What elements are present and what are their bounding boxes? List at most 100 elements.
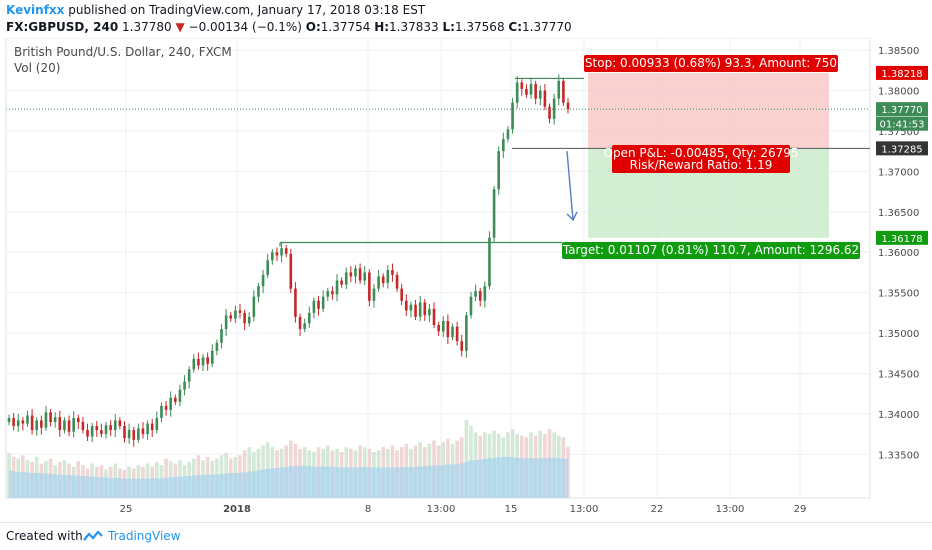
candle-body bbox=[49, 412, 52, 423]
y-tick-label: 1.37500 bbox=[878, 127, 919, 138]
candle-body bbox=[243, 312, 246, 324]
candle-body bbox=[414, 304, 417, 317]
candle-body bbox=[492, 189, 496, 238]
candle-body bbox=[40, 420, 43, 428]
candle-body bbox=[469, 296, 473, 316]
target-label-box bbox=[562, 242, 860, 259]
candle-body bbox=[220, 329, 223, 343]
volume-indicator-label: Vol (20) bbox=[14, 61, 60, 75]
candle-body bbox=[428, 308, 431, 316]
candle-body bbox=[67, 420, 71, 432]
open-label: O: bbox=[305, 20, 321, 34]
candle-body bbox=[174, 397, 177, 402]
chart-header: Kevinfxx published on TradingView.com, J… bbox=[0, 0, 932, 38]
level-lines bbox=[6, 77, 870, 247]
candle-body bbox=[478, 291, 482, 301]
candle-body bbox=[446, 320, 450, 338]
candle-body bbox=[72, 417, 75, 432]
candle-body bbox=[543, 90, 547, 107]
candle-body bbox=[192, 358, 196, 370]
candle-body bbox=[372, 288, 376, 301]
candle-body bbox=[132, 430, 136, 440]
y-tick-label: 1.36000 bbox=[878, 248, 919, 259]
candle-body bbox=[298, 316, 302, 330]
candle-body bbox=[100, 430, 103, 435]
last-price: 1.37780 bbox=[122, 20, 172, 34]
candle-body bbox=[271, 252, 274, 261]
price-chart[interactable]: Stop: 0.00933 (0.68%) 93.3, Amount: 750 O… bbox=[0, 38, 932, 522]
candle-body bbox=[109, 425, 112, 431]
candle-body bbox=[21, 420, 25, 424]
author-link[interactable]: Kevinfxx bbox=[6, 3, 65, 17]
candle-body bbox=[90, 426, 94, 437]
candle-body bbox=[534, 84, 537, 99]
candle-body bbox=[354, 268, 357, 277]
candle-body bbox=[123, 426, 126, 439]
y-tick-label: 1.35000 bbox=[878, 329, 919, 340]
candle-body bbox=[215, 342, 219, 351]
volume-moving-average bbox=[9, 456, 568, 498]
candle-body bbox=[548, 106, 551, 119]
candle-body bbox=[335, 280, 339, 295]
candle-body bbox=[76, 417, 80, 423]
stop-label-text: Stop: 0.00933 (0.68%) 93.3, Amount: 750 bbox=[585, 56, 837, 70]
candle-body bbox=[95, 426, 99, 431]
candle-body bbox=[331, 291, 334, 295]
y-tick-label: 1.36500 bbox=[878, 208, 919, 219]
x-tick-label: 29 bbox=[794, 504, 807, 515]
y-tick-label: 1.34000 bbox=[878, 410, 919, 421]
price-badge-text: 1.36178 bbox=[881, 234, 922, 245]
candle-body bbox=[150, 423, 154, 431]
candle-body bbox=[511, 102, 514, 130]
x-tick-label: 13:00 bbox=[427, 504, 456, 515]
forecast-arrow-shaft bbox=[566, 151, 574, 220]
y-tick-label: 1.34500 bbox=[878, 370, 919, 381]
candle-body bbox=[160, 405, 163, 418]
candle-body bbox=[326, 291, 330, 297]
candle-body bbox=[44, 412, 48, 428]
candle-body bbox=[294, 288, 297, 317]
candle-body bbox=[206, 357, 209, 364]
candle-body bbox=[418, 302, 422, 317]
candle-body bbox=[26, 415, 29, 424]
volume-bar bbox=[464, 420, 469, 498]
candle-body bbox=[441, 320, 445, 332]
candle-body bbox=[16, 420, 20, 427]
candle-body bbox=[247, 316, 251, 324]
publish-line: Kevinfxx published on TradingView.com, J… bbox=[6, 3, 425, 17]
candle-body bbox=[266, 260, 270, 275]
candle-body bbox=[63, 420, 66, 431]
candle-body bbox=[502, 139, 505, 152]
candle-body bbox=[386, 270, 390, 283]
footer: Created with TradingView bbox=[0, 522, 932, 550]
x-tick-label: 13:00 bbox=[716, 504, 745, 515]
candle-body bbox=[368, 272, 371, 301]
x-tick-label: 15 bbox=[505, 504, 518, 515]
candle-body bbox=[30, 415, 34, 431]
price-badge-stop bbox=[876, 65, 928, 80]
candle-body bbox=[141, 428, 145, 435]
close-label: C: bbox=[508, 20, 523, 34]
candle-body bbox=[113, 420, 117, 431]
candle-body bbox=[340, 280, 343, 285]
change-down-icon: ▼ bbox=[175, 20, 185, 34]
candle-body bbox=[127, 430, 131, 439]
publish-text: published on TradingView.com, January 17… bbox=[68, 3, 426, 17]
candle-body bbox=[529, 84, 533, 95]
low-value: 1.37568 bbox=[454, 20, 505, 34]
stop-zone bbox=[588, 72, 829, 149]
symbol-label: FX:GBPUSD, 240 bbox=[6, 20, 119, 34]
y-tick-label: 1.37000 bbox=[878, 167, 919, 178]
price-badge-target bbox=[876, 230, 928, 245]
candle-body bbox=[460, 341, 464, 351]
candle-body bbox=[280, 248, 283, 256]
candle-body bbox=[7, 417, 11, 423]
candle-body bbox=[229, 315, 233, 319]
candle-body bbox=[224, 315, 228, 330]
x-tick-label: 22 bbox=[651, 504, 664, 515]
candle-body bbox=[197, 358, 200, 366]
position-labels: Stop: 0.00933 (0.68%) 93.3, Amount: 750 O… bbox=[562, 55, 860, 259]
candle-body bbox=[234, 310, 237, 319]
price-badge-entry bbox=[876, 141, 928, 156]
brand-link[interactable]: TradingView bbox=[108, 529, 181, 543]
